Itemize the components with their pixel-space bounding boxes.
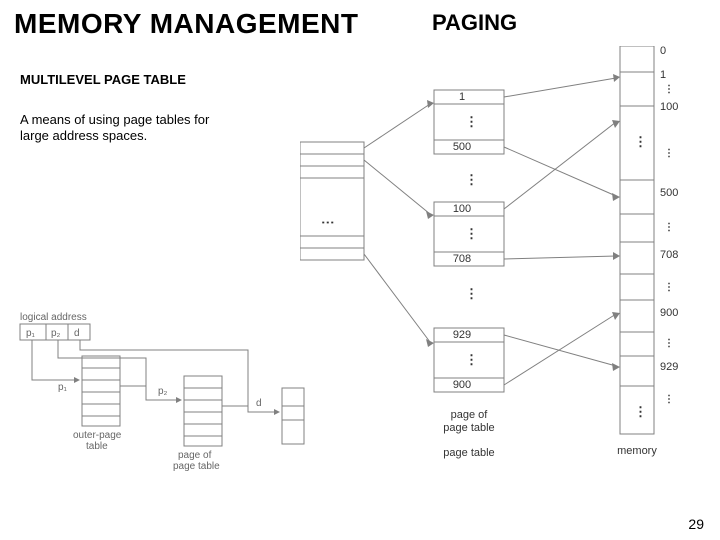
inner-page-label-2: page table — [173, 461, 220, 472]
mem-1: 1 — [660, 69, 666, 81]
svg-text:⋮: ⋮ — [664, 222, 674, 233]
svg-text:⋮: ⋮ — [664, 282, 674, 293]
mem-3: 500 — [660, 187, 678, 199]
la-cell-0: p₁ — [26, 328, 36, 339]
logical-address-label: logical address — [20, 312, 87, 323]
mem-2: 100 — [660, 101, 678, 113]
memory-label: memory — [617, 445, 657, 457]
pt-val-1: 500 — [453, 141, 471, 153]
pt-val-3: 708 — [453, 253, 471, 265]
svg-text:⋮: ⋮ — [664, 148, 674, 159]
svg-text:⋮: ⋮ — [465, 172, 478, 187]
svg-text:⋮: ⋮ — [634, 134, 647, 149]
memory-col: ⋮ ⋮ 0 1 100 500 708 900 929 ⋮ ⋮ ⋮ ⋮ ⋮ ⋮ … — [617, 46, 678, 457]
la-cell-1: p₂ — [51, 328, 61, 339]
mem-0: 0 — [660, 46, 666, 57]
svg-text:⋮: ⋮ — [321, 216, 336, 229]
pt-val-2: 100 — [453, 203, 471, 215]
mem-6: 929 — [660, 361, 678, 373]
section-heading: MULTILEVEL PAGE TABLE — [20, 72, 186, 87]
la-cell-2: d — [74, 328, 80, 339]
pt-val-0: 1 — [459, 91, 465, 103]
svg-text:⋮: ⋮ — [664, 338, 674, 349]
page-of-label-1: page of — [451, 409, 489, 421]
d-label: d — [256, 398, 262, 409]
page-subtitle-right: PAGING — [432, 10, 517, 36]
p1-label: p₁ — [58, 382, 68, 393]
pt-val-4: 929 — [453, 329, 471, 341]
pt-val-5: 900 — [453, 379, 471, 391]
section-description: A means of using page tables for large a… — [20, 112, 220, 145]
svg-text:⋮: ⋮ — [465, 226, 478, 241]
page-table-col: 1 ⋮ 500 ⋮ 100 ⋮ 708 ⋮ 929 ⋮ 900 page of … — [434, 90, 504, 459]
p2-label: p₂ — [158, 386, 168, 397]
svg-text:⋮: ⋮ — [465, 352, 478, 367]
page-number: 29 — [688, 516, 704, 532]
inner-page-label-1: page of — [178, 450, 212, 461]
svg-text:⋮: ⋮ — [465, 286, 478, 301]
page-of-label-2: page table — [443, 422, 494, 434]
outer-page-label-2: table — [86, 441, 108, 452]
svg-text:⋮: ⋮ — [664, 84, 674, 95]
left-diagram: logical address p₁ p₂ d p₁ outer-page ta… — [18, 310, 308, 490]
outer-table: ⋮ — [300, 142, 364, 260]
svg-text:⋮: ⋮ — [634, 404, 647, 419]
page-table-label: page table — [443, 447, 494, 459]
mem-4: 708 — [660, 249, 678, 261]
svg-text:⋮: ⋮ — [465, 114, 478, 129]
right-diagram: ⋮ 1 ⋮ 500 ⋮ 100 ⋮ 708 ⋮ 929 ⋮ 900 page o… — [300, 46, 720, 506]
mem-5: 900 — [660, 307, 678, 319]
svg-text:⋮: ⋮ — [664, 394, 674, 405]
outer-page-label-1: outer-page — [73, 430, 122, 441]
page-title: MEMORY MANAGEMENT — [14, 8, 359, 40]
